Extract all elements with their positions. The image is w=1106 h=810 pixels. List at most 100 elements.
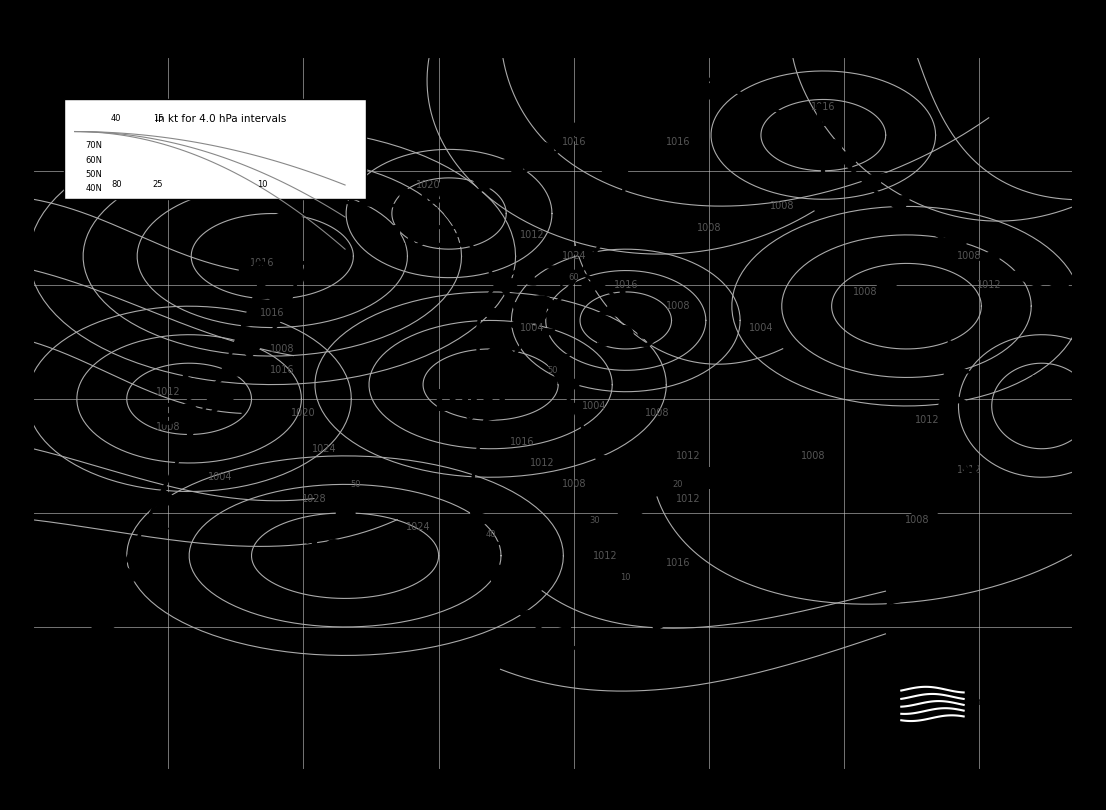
Polygon shape — [194, 412, 221, 430]
Text: 1008: 1008 — [645, 408, 669, 418]
Polygon shape — [519, 608, 546, 626]
Polygon shape — [592, 114, 617, 126]
Polygon shape — [520, 266, 536, 285]
Polygon shape — [617, 506, 644, 525]
Polygon shape — [272, 264, 300, 275]
Polygon shape — [557, 377, 584, 395]
Polygon shape — [474, 537, 501, 556]
Text: 1012: 1012 — [676, 493, 700, 504]
Text: 40N: 40N — [85, 184, 102, 193]
Polygon shape — [484, 403, 511, 421]
Polygon shape — [657, 639, 684, 658]
Text: 60N: 60N — [85, 156, 102, 164]
Text: 50N: 50N — [85, 170, 102, 179]
Polygon shape — [236, 341, 263, 358]
Polygon shape — [836, 151, 864, 168]
Polygon shape — [557, 122, 582, 138]
Polygon shape — [471, 510, 497, 529]
Polygon shape — [911, 502, 938, 520]
Polygon shape — [581, 100, 605, 114]
Text: H: H — [333, 502, 357, 531]
Polygon shape — [435, 183, 452, 201]
Text: metoffice.gov: metoffice.gov — [974, 697, 1041, 707]
Text: 1012: 1012 — [843, 309, 928, 339]
Polygon shape — [933, 418, 960, 436]
Polygon shape — [483, 564, 511, 581]
Text: 1008: 1008 — [562, 480, 586, 489]
Polygon shape — [267, 292, 293, 310]
Text: 1008: 1008 — [697, 223, 721, 232]
Polygon shape — [545, 625, 571, 644]
Text: L: L — [730, 431, 750, 460]
Polygon shape — [66, 668, 94, 686]
Polygon shape — [469, 173, 489, 191]
Polygon shape — [154, 489, 181, 506]
Polygon shape — [702, 83, 723, 100]
Polygon shape — [242, 309, 270, 326]
Text: 70N: 70N — [85, 141, 102, 151]
Text: 1004: 1004 — [208, 472, 232, 482]
Text: 1016: 1016 — [811, 101, 835, 112]
Polygon shape — [919, 474, 946, 492]
Text: 50: 50 — [351, 480, 361, 489]
Text: 1016: 1016 — [260, 309, 284, 318]
Text: H: H — [1029, 373, 1054, 403]
Polygon shape — [927, 446, 953, 464]
Polygon shape — [128, 540, 156, 557]
Polygon shape — [567, 246, 593, 259]
Text: L: L — [179, 366, 199, 395]
Polygon shape — [501, 160, 523, 176]
Polygon shape — [498, 589, 525, 605]
Polygon shape — [531, 142, 554, 158]
Text: 1003: 1003 — [386, 224, 471, 253]
Text: L: L — [814, 103, 833, 132]
Polygon shape — [636, 559, 662, 578]
Text: 1016: 1016 — [614, 279, 638, 290]
Text: 1001: 1001 — [427, 388, 512, 417]
Polygon shape — [253, 283, 280, 301]
Text: 1008: 1008 — [957, 251, 981, 262]
Polygon shape — [1010, 265, 1034, 284]
Text: L: L — [460, 352, 480, 382]
Polygon shape — [650, 612, 677, 631]
Polygon shape — [549, 271, 574, 285]
Text: 993: 993 — [157, 402, 221, 431]
Text: 1016: 1016 — [666, 137, 690, 147]
Text: 40: 40 — [486, 530, 495, 539]
Polygon shape — [594, 194, 622, 206]
Polygon shape — [595, 454, 623, 472]
Text: L: L — [418, 188, 438, 217]
Text: H: H — [873, 274, 898, 303]
Polygon shape — [471, 484, 497, 501]
Text: 1008: 1008 — [905, 515, 929, 525]
Polygon shape — [219, 360, 247, 378]
Polygon shape — [115, 565, 143, 583]
Text: 1004: 1004 — [583, 401, 607, 411]
Polygon shape — [576, 639, 599, 658]
Polygon shape — [272, 230, 299, 248]
Polygon shape — [888, 586, 915, 604]
Bar — [896, 677, 969, 727]
Polygon shape — [943, 232, 969, 251]
Text: 10: 10 — [257, 180, 268, 189]
Text: L: L — [928, 424, 948, 453]
Polygon shape — [612, 51, 638, 62]
Polygon shape — [459, 230, 487, 246]
Polygon shape — [478, 254, 505, 271]
Polygon shape — [488, 346, 513, 360]
Text: 1024: 1024 — [312, 444, 336, 454]
Polygon shape — [79, 642, 105, 660]
Polygon shape — [770, 115, 792, 132]
Text: 1027: 1027 — [230, 259, 315, 288]
Text: 1020: 1020 — [291, 408, 316, 418]
Polygon shape — [598, 300, 626, 318]
Polygon shape — [91, 617, 117, 634]
Text: 1008: 1008 — [271, 344, 295, 354]
Polygon shape — [481, 306, 508, 318]
Text: 1016: 1016 — [666, 558, 690, 568]
Polygon shape — [477, 324, 502, 343]
Polygon shape — [231, 335, 258, 352]
Text: 1007: 1007 — [698, 467, 783, 496]
Text: 30: 30 — [589, 515, 599, 525]
Text: 1016: 1016 — [271, 365, 295, 375]
